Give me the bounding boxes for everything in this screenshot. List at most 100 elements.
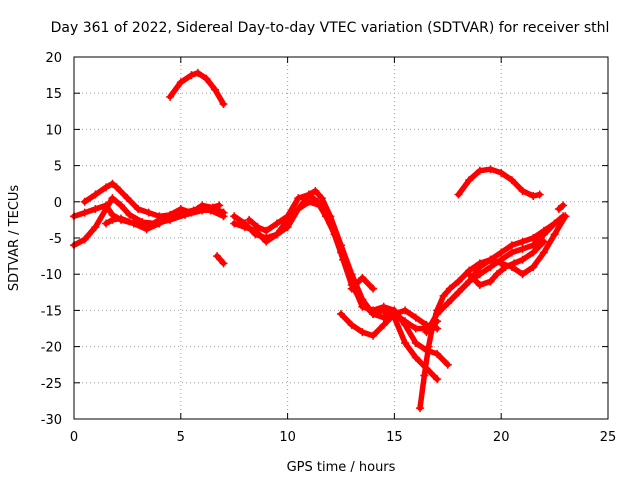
data-point-marker — [108, 194, 117, 203]
data-point-marker — [210, 85, 219, 94]
series-arc-d — [102, 201, 224, 232]
data-point-marker — [108, 179, 117, 188]
y-tick-label: -15 — [41, 304, 62, 319]
data-point-marker — [322, 212, 331, 221]
series-arc-p — [454, 165, 544, 201]
data-point-marker — [424, 342, 433, 351]
data-point-marker — [219, 208, 228, 217]
data-point-marker — [507, 176, 516, 185]
data-point-marker — [561, 212, 570, 221]
data-point-marker — [475, 166, 484, 175]
data-point-marker — [176, 208, 185, 217]
data-point-marker — [518, 255, 527, 264]
data-point-marker — [518, 237, 527, 246]
data-point-marker — [91, 190, 100, 199]
x-tick-label: 10 — [279, 430, 296, 445]
x-tick-label: 25 — [600, 430, 617, 445]
x-axis-label: GPS time / hours — [287, 460, 396, 475]
data-point-marker — [102, 201, 111, 210]
data-point-marker — [416, 404, 425, 413]
data-point-marker — [245, 215, 254, 224]
data-point-marker — [369, 331, 378, 340]
data-point-marker — [155, 215, 164, 224]
data-point-marker — [219, 259, 228, 268]
data-point-marker — [507, 241, 516, 250]
x-tick-label: 15 — [386, 430, 403, 445]
data-point-marker — [202, 74, 211, 83]
series-line — [338, 311, 440, 339]
data-point-marker — [379, 320, 388, 329]
x-tick-label: 0 — [70, 430, 78, 445]
data-point-marker — [401, 317, 410, 326]
series-arc-q — [554, 201, 568, 214]
y-tick-label: 0 — [54, 196, 62, 211]
y-tick-label: 20 — [45, 51, 62, 66]
data-point-marker — [311, 186, 320, 195]
data-point-marker — [116, 201, 125, 210]
data-point-marker — [433, 349, 442, 358]
data-point-marker — [142, 223, 151, 232]
data-point-marker — [313, 197, 322, 206]
y-tick-labels: -30 -25 -20 -15 -10 -5 0 5 10 15 20 — [41, 51, 62, 428]
data-point-marker — [497, 168, 506, 177]
data-point-marker — [317, 194, 326, 203]
data-point-marker — [492, 270, 501, 279]
data-point-marker — [91, 223, 100, 232]
data-point-marker — [454, 190, 463, 199]
data-point-marker — [529, 262, 538, 271]
y-tick-label: -5 — [49, 232, 62, 247]
data-point-marker — [529, 234, 538, 242]
data-point-marker — [347, 284, 356, 293]
data-point-marker — [411, 324, 420, 333]
data-point-marker — [401, 338, 410, 347]
data-point-marker — [510, 259, 519, 268]
data-point-marker — [554, 205, 563, 214]
data-point-marker — [294, 194, 303, 203]
y-tick-label: 5 — [54, 160, 62, 175]
data-point-marker — [445, 284, 454, 293]
data-point-marker — [420, 371, 429, 380]
data-point-marker — [422, 328, 431, 337]
x-tick-label: 5 — [177, 430, 185, 445]
data-point-marker — [486, 165, 495, 174]
data-point-marker — [116, 214, 125, 223]
data-point-marker — [539, 237, 548, 246]
data-point-marker — [230, 219, 239, 228]
data-point-marker — [465, 277, 474, 286]
data-point-marker — [411, 338, 420, 347]
data-point-marker — [304, 197, 313, 206]
data-point-marker — [369, 310, 378, 319]
data-point-marker — [454, 288, 463, 297]
data-point-marker — [443, 299, 452, 308]
data-point-marker — [539, 248, 548, 257]
data-point-marker — [379, 306, 388, 315]
data-point-marker — [240, 223, 249, 232]
series-arc-i — [245, 190, 442, 384]
data-point-marker — [125, 210, 134, 219]
data-point-marker — [535, 190, 544, 199]
data-point-marker — [439, 291, 448, 300]
data-point-marker — [390, 310, 399, 319]
data-point-marker — [369, 284, 378, 293]
data-point-marker — [518, 186, 527, 195]
x-tick-label: 20 — [493, 430, 510, 445]
data-point-marker — [193, 68, 202, 77]
data-point-marker — [253, 223, 262, 232]
data-point-marker — [330, 230, 339, 239]
data-point-marker — [129, 219, 138, 228]
series-arc-j — [337, 310, 442, 340]
series-line — [214, 253, 227, 267]
data-point-marker — [219, 100, 228, 109]
data-point-marker — [168, 210, 177, 219]
data-point-marker — [102, 183, 111, 192]
data-point-marker — [283, 212, 292, 221]
data-point-marker — [272, 230, 281, 239]
series-arc-a — [70, 194, 228, 250]
data-point-marker — [202, 205, 211, 214]
data-point-marker — [80, 235, 89, 244]
data-point-marker — [518, 270, 527, 279]
data-point-marker — [433, 375, 442, 384]
data-point-marker — [134, 205, 143, 214]
data-point-marker — [358, 299, 367, 308]
